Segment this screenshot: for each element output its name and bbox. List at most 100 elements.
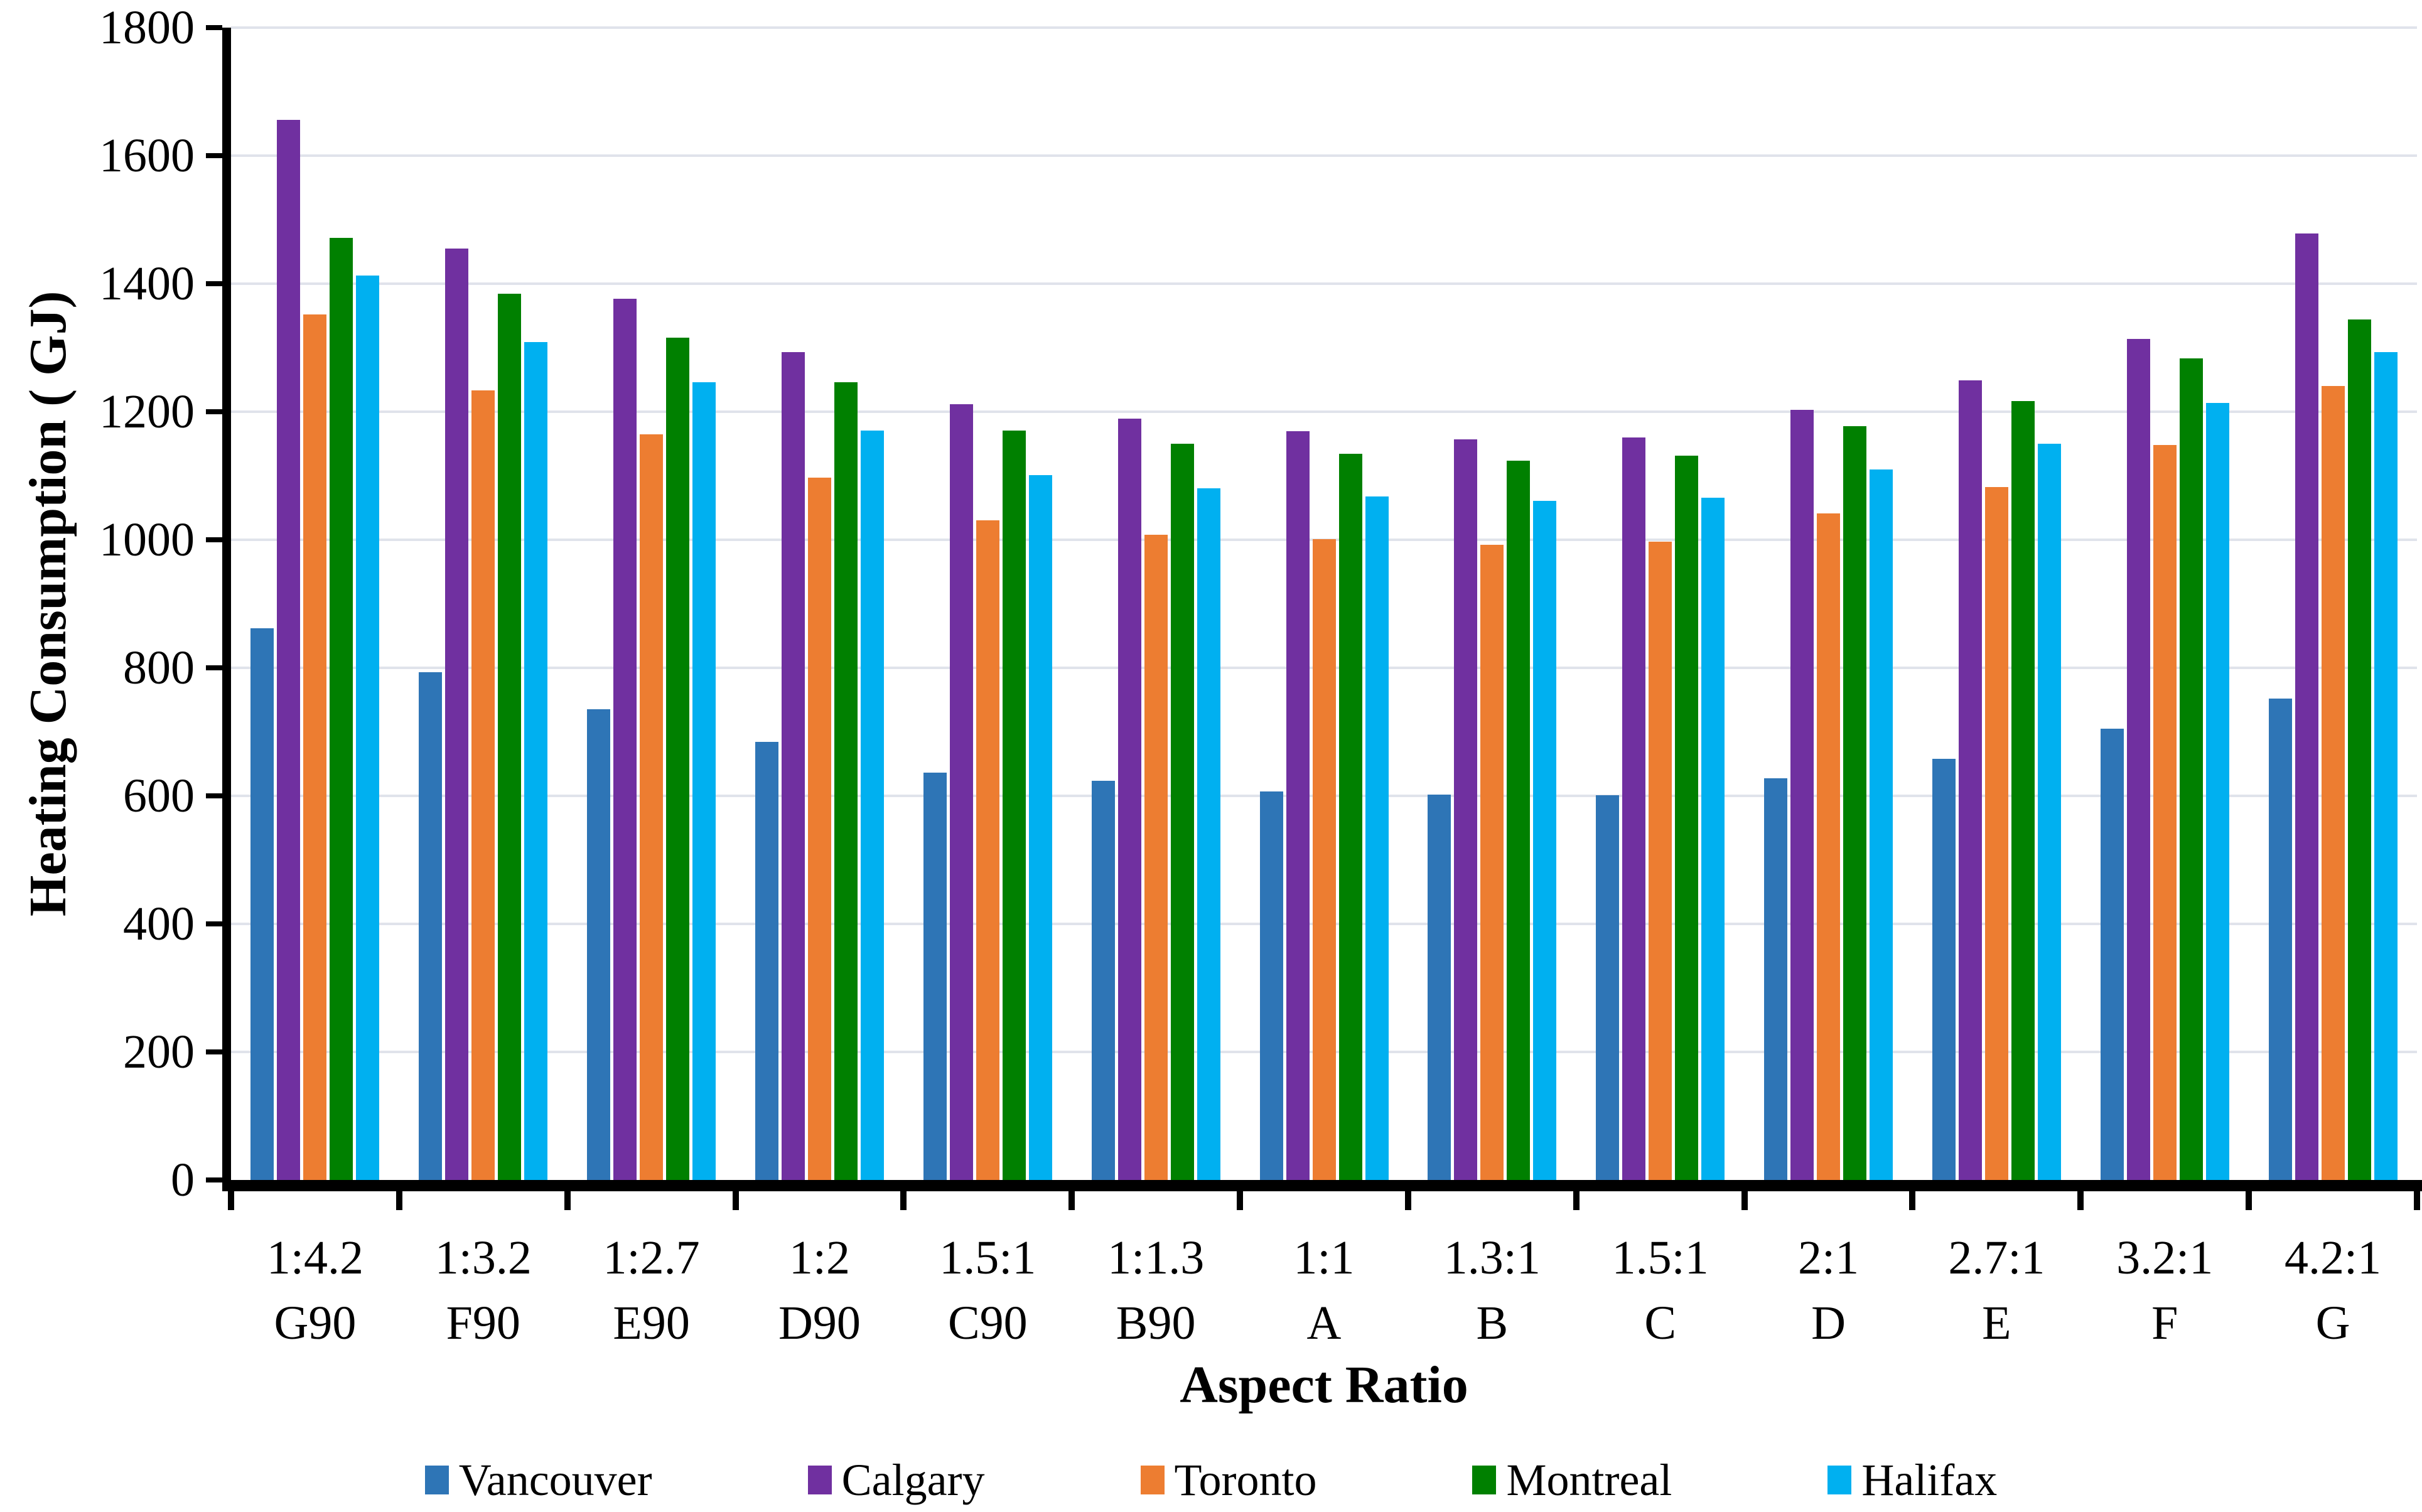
y-tick-400 xyxy=(206,921,222,926)
bar-halifax-D xyxy=(1870,469,1893,1180)
bar-toronto-B xyxy=(1480,545,1504,1180)
bar-halifax-C90 xyxy=(1028,475,1052,1180)
bar-vancouver-F90 xyxy=(419,672,443,1180)
y-tick-1400 xyxy=(206,281,222,286)
bar-toronto-C xyxy=(1649,542,1672,1180)
x-category-label-E90: 1:2.7 E90 xyxy=(603,1231,700,1349)
bar-vancouver-B xyxy=(1428,794,1451,1180)
legend-label-toronto: Toronto xyxy=(1174,1455,1317,1505)
bar-vancouver-E90 xyxy=(587,709,611,1180)
legend-item-calgary: Calgary xyxy=(807,1457,985,1503)
bar-montreal-F xyxy=(2179,358,2203,1180)
bar-montreal-B xyxy=(1507,460,1531,1180)
bar-calgary-F90 xyxy=(445,248,469,1180)
legend-item-toronto: Toronto xyxy=(1140,1455,1317,1505)
bar-calgary-D90 xyxy=(781,352,805,1180)
y-tick-200 xyxy=(206,1049,222,1054)
y-tick-1800 xyxy=(206,25,222,30)
bar-halifax-F90 xyxy=(524,341,548,1180)
bar-vancouver-A xyxy=(1259,791,1283,1180)
bar-calgary-G xyxy=(2295,233,2318,1180)
bar-montreal-F90 xyxy=(498,294,522,1180)
bar-calgary-F xyxy=(2126,338,2150,1180)
legend-item-halifax: Halifax xyxy=(1827,1457,1997,1503)
bar-toronto-E xyxy=(1984,487,2008,1180)
x-axis-title: Aspect Ratio xyxy=(1180,1356,1468,1414)
legend-item-vancouver: Vancouver xyxy=(424,1457,652,1503)
y-tick-label-1600: 1600 xyxy=(99,129,195,182)
x-category-label-G: 4.2:1 G xyxy=(2285,1231,2382,1349)
x-tick-9 xyxy=(1741,1191,1748,1210)
x-category-label-E: 2.7:1 E xyxy=(1948,1231,2045,1349)
legend-label-montreal: Montreal xyxy=(1506,1455,1672,1505)
x-tick-7 xyxy=(1404,1191,1411,1210)
x-tick-0 xyxy=(228,1191,234,1210)
y-tick-1200 xyxy=(206,409,222,414)
y-tick-label-1400: 1400 xyxy=(99,257,195,310)
bar-vancouver-C90 xyxy=(923,773,947,1180)
bar-toronto-C90 xyxy=(976,520,999,1180)
bar-vancouver-C xyxy=(1596,795,1620,1180)
legend-swatch-halifax xyxy=(1827,1466,1852,1494)
bar-montreal-A xyxy=(1338,454,1362,1180)
bar-toronto-F90 xyxy=(471,390,495,1180)
bar-vancouver-F xyxy=(2100,728,2124,1180)
x-category-label-B: 1.3:1 B xyxy=(1443,1231,1541,1349)
x-tick-8 xyxy=(1573,1191,1580,1210)
bar-montreal-G90 xyxy=(330,237,353,1180)
gridline-1600 xyxy=(231,154,2417,157)
y-tick-label-600: 600 xyxy=(123,769,195,822)
bar-halifax-B90 xyxy=(1197,488,1220,1180)
bar-montreal-C90 xyxy=(1002,430,1026,1180)
legend-swatch-calgary xyxy=(807,1466,832,1494)
bar-halifax-C xyxy=(1701,497,1725,1180)
legend-swatch-vancouver xyxy=(424,1466,449,1494)
y-tick-label-1800: 1800 xyxy=(99,1,195,54)
bar-vancouver-G xyxy=(2268,698,2292,1180)
x-axis-line xyxy=(222,1180,2422,1191)
x-tick-3 xyxy=(732,1191,739,1210)
bar-calgary-E90 xyxy=(613,299,637,1180)
bar-calgary-B xyxy=(1454,439,1478,1180)
x-category-label-C90: 1.5:1 C90 xyxy=(939,1231,1036,1349)
legend-item-montreal: Montreal xyxy=(1472,1457,1672,1503)
y-tick-600 xyxy=(206,793,222,798)
bar-calgary-E xyxy=(1958,380,1982,1180)
bar-toronto-F xyxy=(2153,445,2177,1180)
x-category-label-F90: 1:3.2 F90 xyxy=(434,1231,532,1349)
bar-toronto-D90 xyxy=(807,478,831,1180)
y-axis-line xyxy=(222,28,231,1189)
bar-vancouver-D xyxy=(1764,778,1788,1180)
x-tick-5 xyxy=(1068,1191,1075,1210)
bar-calgary-A xyxy=(1286,431,1310,1180)
x-category-label-C: 1.5:1 C xyxy=(1612,1231,1709,1349)
y-tick-label-0: 0 xyxy=(171,1154,195,1206)
bar-halifax-E xyxy=(2037,444,2061,1180)
x-tick-1 xyxy=(396,1191,402,1210)
gridline-1400 xyxy=(231,282,2417,285)
y-tick-label-800: 800 xyxy=(123,641,195,694)
bar-halifax-B xyxy=(1533,500,1557,1180)
x-tick-2 xyxy=(564,1191,571,1210)
bar-vancouver-G90 xyxy=(250,628,274,1180)
y-axis-title: Heating Consumption ( GJ) xyxy=(19,291,77,917)
legend: Vancouver Calgary Toronto Montreal Halifax xyxy=(0,1449,2422,1511)
y-tick-label-400: 400 xyxy=(123,898,195,950)
bar-toronto-G xyxy=(2321,386,2345,1180)
x-category-label-F: 3.2:1 F xyxy=(2116,1231,2214,1349)
bar-vancouver-B90 xyxy=(1091,780,1115,1180)
y-tick-label-1000: 1000 xyxy=(99,513,195,566)
y-tick-800 xyxy=(206,665,222,670)
bar-halifax-D90 xyxy=(860,430,884,1180)
bar-toronto-E90 xyxy=(640,434,664,1180)
bar-calgary-B90 xyxy=(1117,419,1141,1180)
x-category-label-A: 1:1 A xyxy=(1293,1231,1355,1349)
y-tick-label-200: 200 xyxy=(123,1026,195,1078)
bar-halifax-F xyxy=(2205,402,2229,1180)
legend-label-halifax: Halifax xyxy=(1861,1455,1998,1505)
x-tick-4 xyxy=(900,1191,907,1210)
bar-montreal-B90 xyxy=(1170,444,1194,1180)
bar-halifax-E90 xyxy=(692,382,716,1180)
bar-halifax-G xyxy=(2374,352,2398,1180)
